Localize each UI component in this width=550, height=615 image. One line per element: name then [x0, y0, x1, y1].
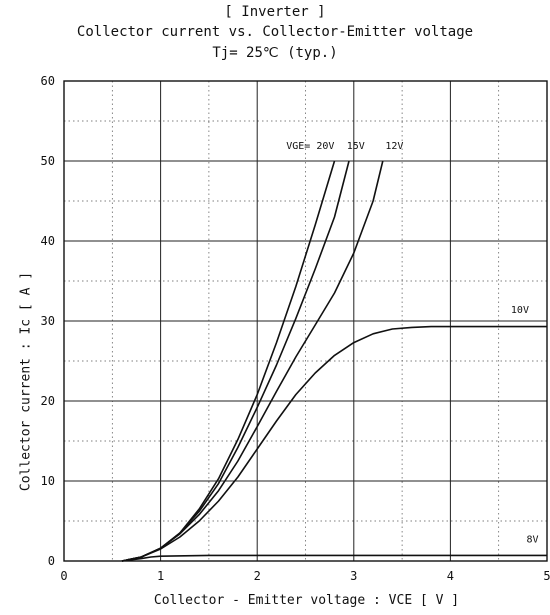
y-tick-label: 60 — [41, 74, 55, 88]
x-axis-label: Collector - Emitter voltage : VCE [ V ] — [153, 593, 460, 608]
y-tick-label: 20 — [41, 394, 55, 408]
series-annotation: 15V — [347, 141, 365, 152]
series-line — [121, 554, 547, 562]
x-tick-label: 3 — [350, 569, 357, 583]
x-tick-label: 0 — [60, 569, 67, 583]
x-tick-label: 1 — [157, 569, 164, 583]
x-tick-label: 2 — [254, 569, 261, 583]
y-tick-label: 40 — [41, 234, 55, 248]
chart-condition: Tj= 25℃ (typ.) — [212, 45, 338, 61]
series-annotation: VGE= 20V — [286, 141, 334, 152]
chart-subtitle: Collector current vs. Collector-Emitter … — [76, 24, 474, 40]
y-tick-label: 0 — [48, 554, 55, 568]
chart-title: [ Inverter ] — [224, 4, 326, 20]
y-tick-label: 30 — [41, 314, 55, 328]
series-annotation: 12V — [385, 141, 403, 152]
series-annotation: 10V — [511, 305, 529, 316]
plot-frame — [63, 80, 548, 562]
series-line — [121, 325, 547, 562]
x-tick-label: 4 — [447, 569, 454, 583]
y-tick-label: 10 — [41, 474, 55, 488]
x-tick-label: 5 — [543, 569, 550, 583]
y-tick-label: 50 — [41, 154, 55, 168]
series-line — [121, 160, 384, 562]
series-annotation: 8V — [526, 535, 538, 546]
